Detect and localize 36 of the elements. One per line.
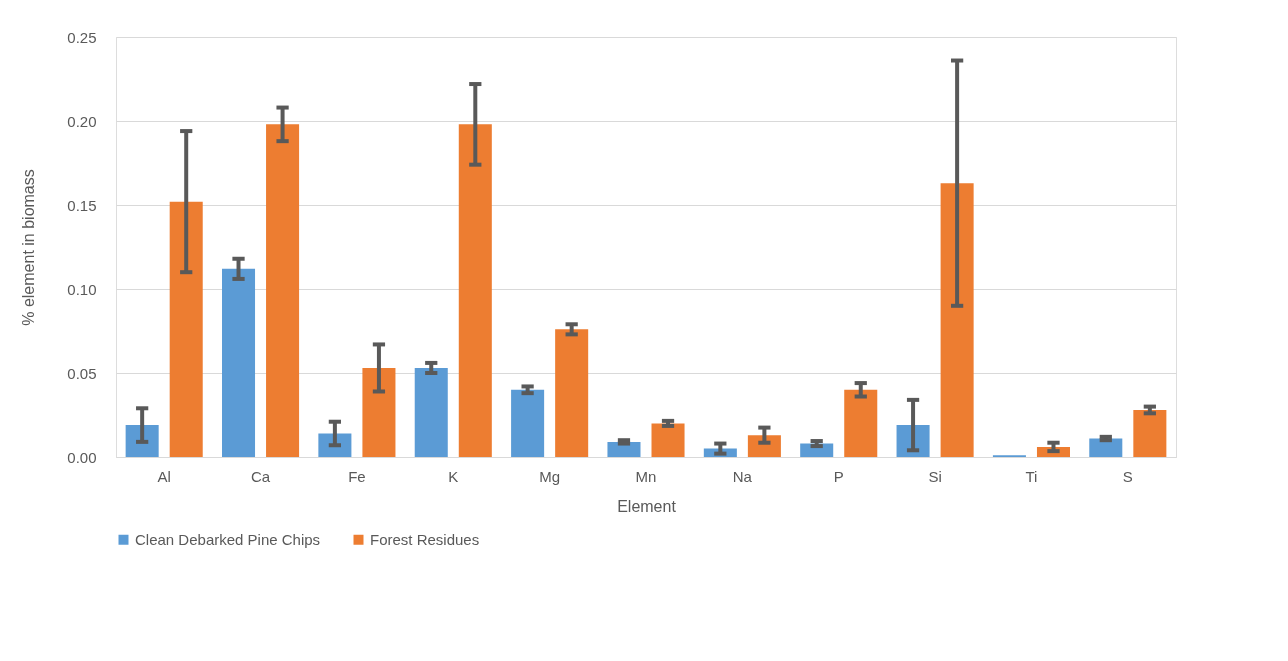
- y-tick-label: 0.05: [67, 364, 97, 382]
- bar: [169, 201, 203, 457]
- x-tick-label: Al: [157, 467, 171, 485]
- bar: [844, 389, 878, 457]
- bar: [125, 425, 159, 457]
- bar: [511, 389, 545, 457]
- x-tick-label: Fe: [348, 467, 366, 485]
- x-tick-label: S: [1122, 467, 1133, 485]
- x-tick-label: K: [448, 467, 459, 485]
- x-tick-label: Na: [732, 467, 753, 485]
- y-tick-label: 0.20: [67, 112, 97, 130]
- y-tick-label: 0.25: [67, 28, 97, 46]
- x-axis-title: Element: [617, 497, 677, 515]
- bar: [555, 329, 589, 457]
- legend-label: Clean Debarked Pine Chips: [135, 530, 321, 548]
- y-tick-label: 0.15: [67, 196, 97, 214]
- y-tick-label: 0.10: [67, 280, 97, 298]
- bar: [940, 183, 974, 457]
- bar: [222, 268, 256, 457]
- bar: [607, 441, 641, 457]
- bar: [1089, 438, 1123, 457]
- y-axis-title: % element in biomass: [20, 169, 38, 326]
- bar: [414, 367, 448, 457]
- x-tick-label: Ca: [250, 467, 271, 485]
- x-tick-label: P: [833, 467, 844, 485]
- y-tick-label: 0.00: [67, 448, 97, 466]
- x-tick-label: Ti: [1025, 467, 1038, 485]
- bar: [651, 423, 685, 457]
- x-tick-label: Si: [928, 467, 942, 485]
- bar: [458, 124, 492, 457]
- x-tick-label: Mg: [539, 467, 561, 485]
- bar: [266, 124, 300, 457]
- legend-label: Forest Residues: [370, 530, 480, 548]
- bar: [362, 367, 396, 457]
- x-tick-label: Mn: [635, 467, 657, 485]
- bar: [1133, 409, 1167, 457]
